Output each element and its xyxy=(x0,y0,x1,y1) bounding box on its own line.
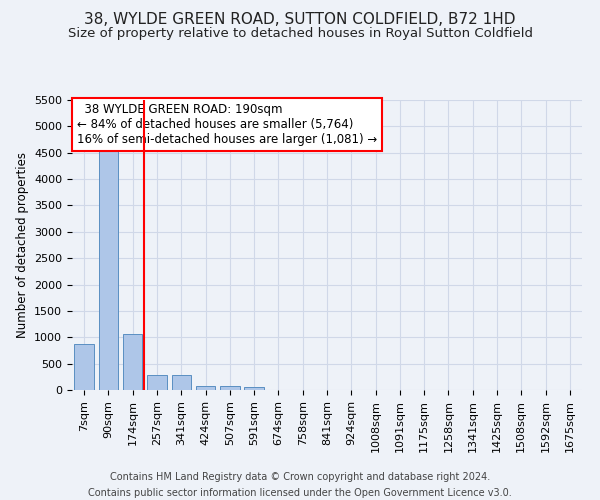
Y-axis label: Number of detached properties: Number of detached properties xyxy=(16,152,29,338)
Text: 38 WYLDE GREEN ROAD: 190sqm
← 84% of detached houses are smaller (5,764)
16% of : 38 WYLDE GREEN ROAD: 190sqm ← 84% of det… xyxy=(77,103,377,146)
Bar xyxy=(74,344,94,390)
Bar xyxy=(123,334,142,390)
Bar xyxy=(220,386,239,390)
Bar xyxy=(196,386,215,390)
Bar xyxy=(244,387,264,390)
Bar xyxy=(147,375,167,390)
Text: Size of property relative to detached houses in Royal Sutton Coldfield: Size of property relative to detached ho… xyxy=(67,28,533,40)
Bar xyxy=(172,375,191,390)
Text: Contains HM Land Registry data © Crown copyright and database right 2024.: Contains HM Land Registry data © Crown c… xyxy=(110,472,490,482)
Text: Contains public sector information licensed under the Open Government Licence v3: Contains public sector information licen… xyxy=(88,488,512,498)
Text: 38, WYLDE GREEN ROAD, SUTTON COLDFIELD, B72 1HD: 38, WYLDE GREEN ROAD, SUTTON COLDFIELD, … xyxy=(84,12,516,28)
Bar xyxy=(99,150,118,390)
